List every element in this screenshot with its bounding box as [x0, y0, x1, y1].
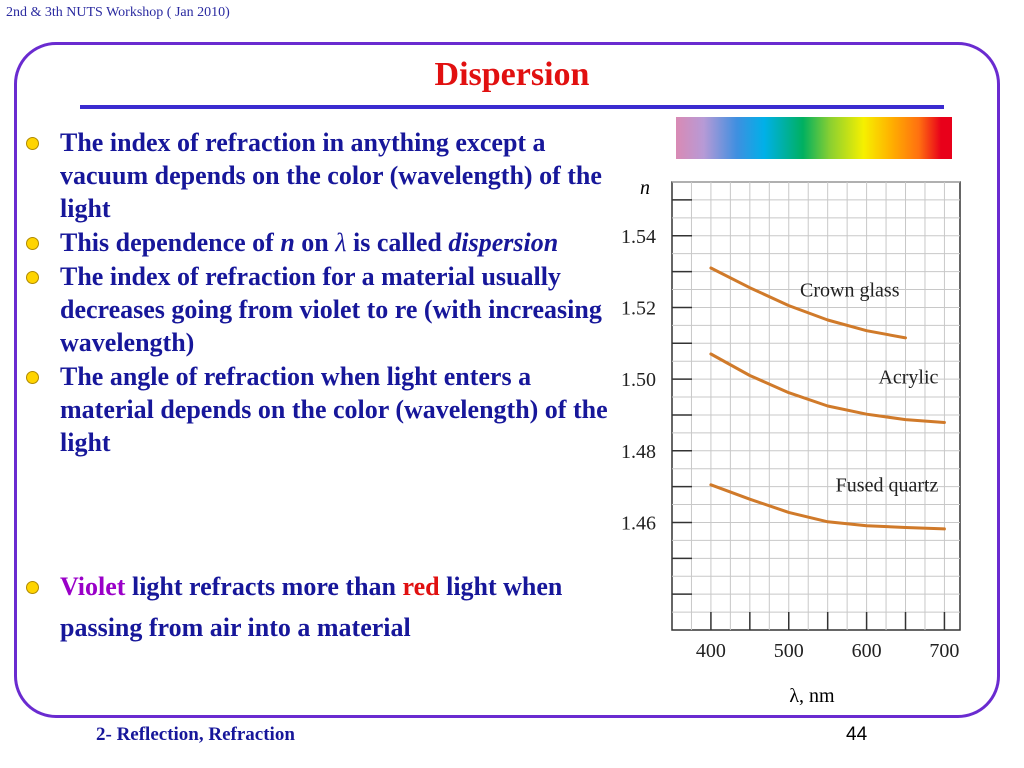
n-symbol: n — [280, 228, 295, 257]
color-spectrum-bar — [676, 117, 952, 159]
x-tick-label: 700 — [929, 640, 959, 662]
x-axis-label: λ, nm — [789, 685, 835, 707]
series-label: Fused quartz — [836, 474, 939, 496]
series-line-fused-quartz — [709, 483, 946, 531]
plot-frame — [671, 181, 961, 631]
bullet-text: The angle of refraction when light enter… — [60, 362, 608, 457]
bullet-text-mid: light refracts more than — [125, 572, 403, 601]
red-word: red — [402, 572, 440, 601]
violet-word: Violet — [60, 572, 126, 601]
page-number: 44 — [846, 724, 868, 745]
bullet-dot-icon — [26, 371, 39, 384]
bullet-text-mid: on — [294, 228, 336, 257]
bullet-item: This dependence of n on λ is called disp… — [20, 226, 620, 259]
bullet-dot-icon — [26, 581, 39, 594]
series-label: Crown glass — [800, 280, 900, 302]
title-underline — [80, 105, 944, 109]
bullet-text: The index of refraction in anything exce… — [60, 128, 602, 223]
slide-title: Dispersion — [434, 56, 590, 93]
bullet-dot-icon — [26, 237, 39, 250]
violet-red-bullet: Violet light refracts more than red ligh… — [20, 566, 620, 648]
series-lines — [709, 266, 946, 531]
x-axis-ticks: 400 500 600 700 — [696, 612, 959, 662]
series-line-crown-glass — [709, 266, 907, 340]
workshop-header: 2nd & 3th NUTS Workshop ( Jan 2010) — [6, 5, 230, 20]
footer-section: 2- Reflection, Refraction — [96, 724, 295, 745]
y-axis-ticks: 1.46 1.48 1.50 1.52 1.54 — [621, 199, 692, 595]
bullet-text: The index of refraction for a material u… — [60, 262, 602, 357]
y-tick-label: 1.50 — [621, 369, 656, 391]
x-tick-label: 500 — [774, 640, 804, 662]
dispersion-term: dispersion — [448, 228, 559, 257]
y-tick-label: 1.54 — [621, 226, 656, 248]
dispersion-chart: 1.46 1.48 1.50 1.52 1.54 400 500 600 700 Crown … — [621, 177, 961, 707]
y-axis-label: n — [640, 177, 650, 199]
bullet-item: The index of refraction in anything exce… — [20, 126, 620, 225]
bullet-text-post: is called — [346, 228, 449, 257]
bullet-list: The index of refraction in anything exce… — [20, 126, 620, 460]
lambda-symbol: λ — [335, 228, 347, 257]
chart-grid — [671, 181, 961, 631]
bullet-dot-icon — [26, 271, 39, 284]
y-tick-label: 1.52 — [621, 297, 656, 319]
x-tick-label: 400 — [696, 640, 726, 662]
slide-frame — [14, 42, 1000, 718]
bullet-item: The index of refraction for a material u… — [20, 260, 620, 359]
y-tick-label: 1.48 — [621, 441, 656, 463]
series-labels: Crown glass Acrylic Fused quartz — [800, 280, 938, 497]
y-tick-label: 1.46 — [621, 512, 656, 534]
x-tick-label: 600 — [852, 640, 882, 662]
series-label: Acrylic — [878, 367, 938, 389]
series-line-acrylic — [709, 352, 946, 424]
bullet-text-post: light when passing from air into a mater… — [60, 572, 563, 642]
bullet-text-pre: This dependence of — [60, 228, 281, 257]
bullet-dot-icon — [26, 137, 39, 150]
bullet-item: The angle of refraction when light enter… — [20, 360, 620, 459]
